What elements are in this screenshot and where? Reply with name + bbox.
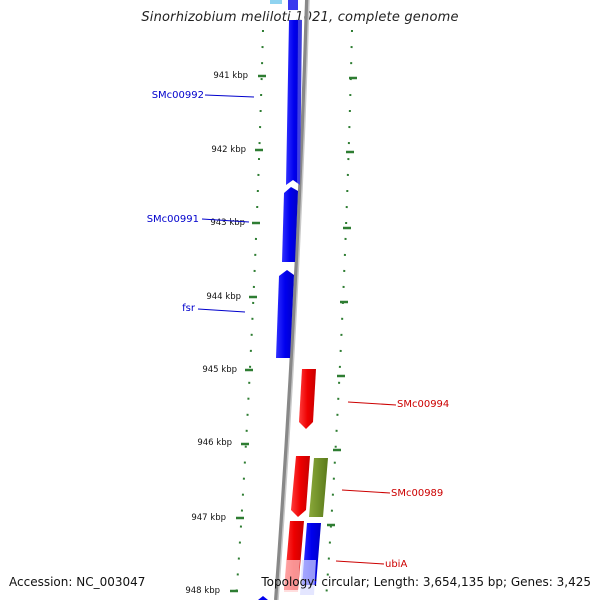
cds-smc00991[interactable] [282,187,298,262]
tick-label: 945 kbp [202,365,237,375]
cds-fsr[interactable] [276,270,294,358]
gene-label-smc00992[interactable]: SMc00992 [152,90,204,101]
tick-label: 946 kbp [197,438,232,448]
outer-ring-dots [325,29,353,600]
tick-label: 948 kbp [185,586,220,596]
gene-label-smc00991[interactable]: SMc00991 [147,214,199,225]
gene-label-ubia[interactable]: ubiA [385,559,407,570]
gene-leader-smc00994 [347,401,397,406]
gene-leader-smc00992 [204,94,255,98]
feature-smc00989[interactable] [309,458,328,517]
feature-sliver [270,0,282,4]
tick-label: 944 kbp [206,292,241,302]
gene-leader-smc00989 [341,489,391,494]
inner-ring-dots [235,29,264,600]
backbone-shadow [277,0,310,600]
gene-leader-ubia [335,560,385,565]
cds-bottom-edge [258,596,268,600]
feature-sliver [288,0,298,10]
cds-smc00994[interactable] [299,369,316,429]
genome-backbone [274,0,309,600]
gene-leader-smc00991 [201,218,250,223]
tick-label: 942 kbp [211,145,246,155]
tick-label: 943 kbp [210,218,245,228]
genome-summary-text: Topology: circular; Length: 3,654,135 bp… [261,575,591,589]
gene-label-smc00994[interactable]: SMc00994 [397,399,449,410]
cds-smc00992[interactable] [286,20,302,185]
gene-label-smc00989[interactable]: SMc00989 [391,488,443,499]
cds-red-a[interactable] [291,456,310,517]
feature-highlight [297,20,302,185]
feature-highlight [284,560,300,592]
tick-label: 947 kbp [191,513,226,523]
map-title: Sinorhizobium meliloti 1021, complete ge… [141,10,459,25]
tick-label: 941 kbp [213,71,248,81]
gene-leader-fsr [197,308,246,313]
tick-marks [230,74,357,593]
accession-text: Accession: NC_003047 [9,575,146,589]
feature-highlight [300,560,316,595]
gene-label-fsr[interactable]: fsr [182,303,196,314]
